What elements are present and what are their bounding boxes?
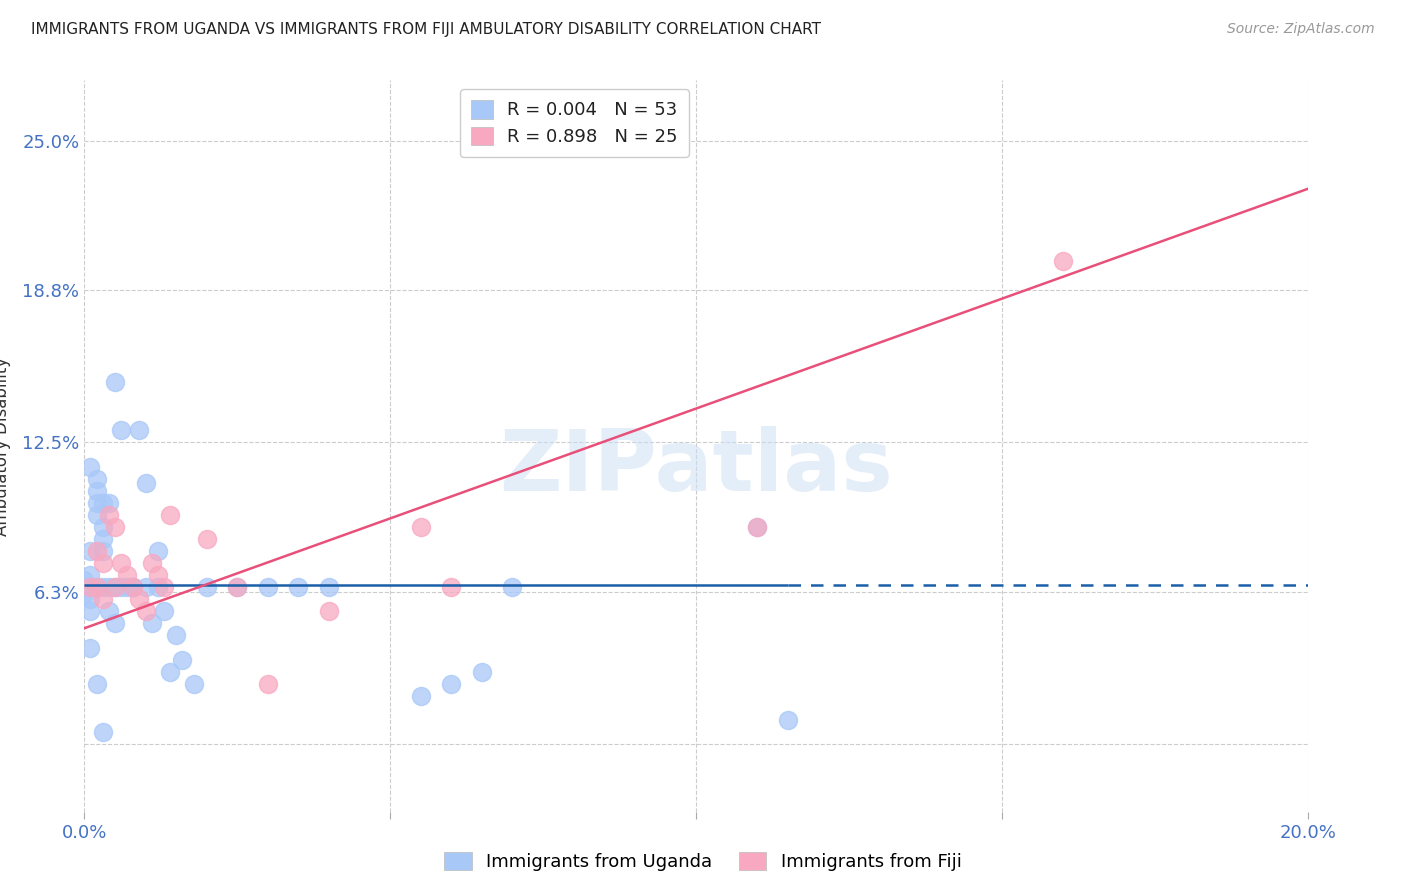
Point: [86, 544, 108, 558]
Point: [91, 592, 114, 607]
Point: [104, 520, 127, 534]
Point: [183, 677, 205, 691]
Point: [226, 580, 249, 594]
Point: [135, 580, 157, 594]
Point: [471, 665, 494, 679]
Point: [79, 580, 101, 594]
Point: [91, 544, 114, 558]
Point: [146, 544, 169, 558]
Y-axis label: Ambulatory Disability: Ambulatory Disability: [0, 357, 11, 535]
Point: [73, 573, 96, 587]
Point: [110, 423, 132, 437]
Point: [122, 580, 145, 594]
Point: [104, 375, 127, 389]
Point: [86, 496, 108, 510]
Point: [141, 556, 163, 570]
Point: [79, 604, 101, 618]
Point: [91, 520, 114, 534]
Point: [257, 677, 280, 691]
Point: [146, 568, 169, 582]
Point: [122, 580, 145, 594]
Point: [97, 508, 120, 522]
Point: [128, 592, 150, 607]
Point: [165, 628, 187, 642]
Point: [141, 616, 163, 631]
Point: [318, 604, 340, 618]
Point: [97, 604, 120, 618]
Point: [79, 568, 101, 582]
Point: [122, 580, 145, 594]
Legend: R = 0.004   N = 53, R = 0.898   N = 25: R = 0.004 N = 53, R = 0.898 N = 25: [460, 89, 689, 157]
Point: [776, 713, 799, 727]
Point: [159, 508, 181, 522]
Point: [79, 592, 101, 607]
Point: [86, 472, 108, 486]
Point: [91, 556, 114, 570]
Text: Source: ZipAtlas.com: Source: ZipAtlas.com: [1227, 22, 1375, 37]
Point: [1052, 254, 1074, 268]
Point: [86, 580, 108, 594]
Point: [146, 580, 169, 594]
Point: [104, 616, 127, 631]
Point: [86, 483, 108, 498]
Point: [135, 476, 157, 491]
Point: [747, 520, 769, 534]
Legend: Immigrants from Uganda, Immigrants from Fiji: Immigrants from Uganda, Immigrants from …: [437, 845, 969, 879]
Point: [79, 640, 101, 655]
Point: [287, 580, 309, 594]
Point: [104, 580, 127, 594]
Point: [97, 580, 120, 594]
Point: [135, 604, 157, 618]
Point: [153, 604, 176, 618]
Point: [91, 725, 114, 739]
Point: [409, 520, 432, 534]
Point: [115, 580, 138, 594]
Point: [153, 580, 176, 594]
Point: [440, 677, 463, 691]
Point: [73, 587, 96, 601]
Point: [409, 689, 432, 703]
Point: [91, 496, 114, 510]
Point: [115, 568, 138, 582]
Point: [159, 665, 181, 679]
Point: [747, 520, 769, 534]
Point: [195, 580, 218, 594]
Point: [97, 496, 120, 510]
Point: [257, 580, 280, 594]
Point: [195, 532, 218, 546]
Point: [440, 580, 463, 594]
Point: [226, 580, 249, 594]
Point: [110, 580, 132, 594]
Point: [86, 677, 108, 691]
Point: [91, 532, 114, 546]
Point: [172, 653, 194, 667]
Point: [79, 544, 101, 558]
Point: [79, 459, 101, 474]
Point: [502, 580, 524, 594]
Text: IMMIGRANTS FROM UGANDA VS IMMIGRANTS FROM FIJI AMBULATORY DISABILITY CORRELATION: IMMIGRANTS FROM UGANDA VS IMMIGRANTS FRO…: [31, 22, 821, 37]
Text: ZIPatlas: ZIPatlas: [499, 426, 893, 509]
Point: [86, 508, 108, 522]
Point: [128, 423, 150, 437]
Point: [86, 580, 108, 594]
Point: [318, 580, 340, 594]
Point: [91, 580, 114, 594]
Point: [104, 580, 127, 594]
Point: [110, 556, 132, 570]
